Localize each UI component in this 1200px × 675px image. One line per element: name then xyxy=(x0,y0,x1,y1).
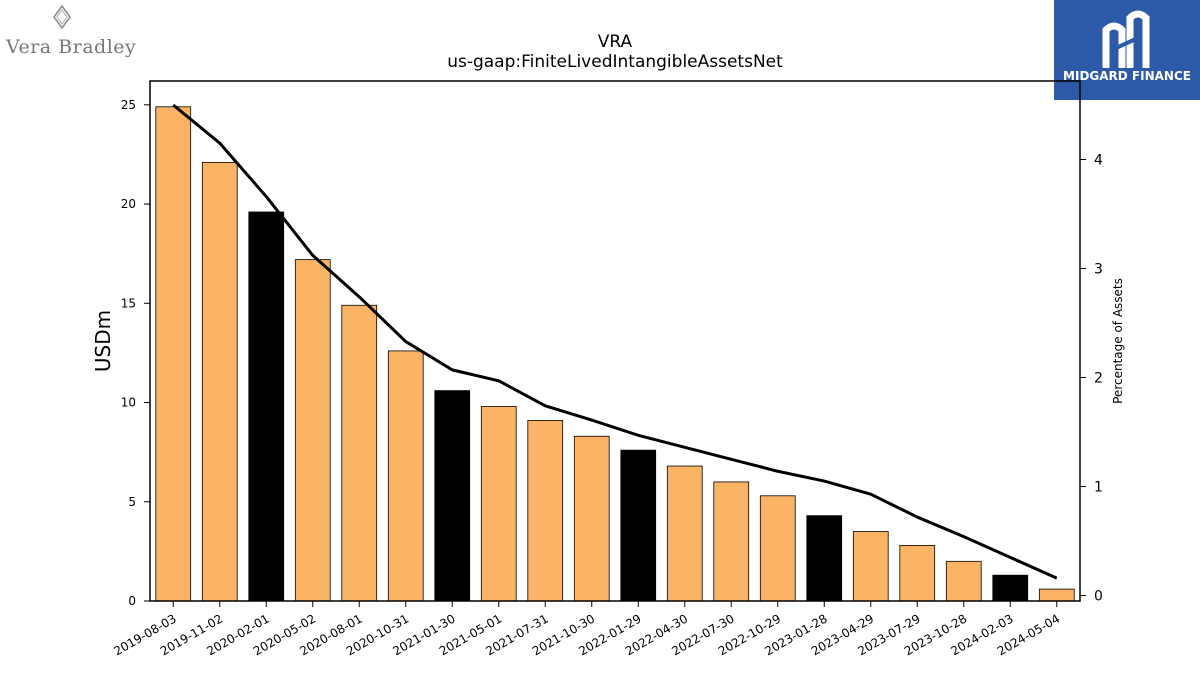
bar xyxy=(434,390,471,602)
midgard-finance-logo: MIDGARD FINANCE xyxy=(1054,0,1200,100)
bar xyxy=(620,449,657,602)
midgard-finance-emblem-icon xyxy=(1102,10,1150,68)
bar xyxy=(759,495,796,602)
y-tick-label: 0 xyxy=(128,594,136,608)
bar xyxy=(1038,588,1075,602)
y-axis-label: USDm xyxy=(91,310,115,372)
y-axis-ticks: 0 5 10 15 20 25 xyxy=(121,98,150,608)
y-tick-label: 10 xyxy=(121,396,136,410)
y-tick-label: 20 xyxy=(121,197,136,211)
bar xyxy=(294,259,331,602)
y2-axis-label: Percentage of Assets xyxy=(1111,278,1125,404)
chart-subtitle: us-gaap:FiniteLivedIntangibleAssetsNet xyxy=(447,52,783,72)
bar xyxy=(945,560,982,602)
bar xyxy=(341,304,378,602)
y-tick-label: 15 xyxy=(121,296,136,310)
y2-tick-label: 0 xyxy=(1094,589,1103,605)
bar xyxy=(201,161,238,602)
chart-title: VRA xyxy=(597,32,633,52)
bars-layer xyxy=(155,106,1075,602)
chart-title-block: VRA us-gaap:FiniteLivedIntangibleAssetsN… xyxy=(300,32,930,72)
y2-axis-ticks: 0 1 2 3 4 xyxy=(1080,152,1103,605)
plot-frame xyxy=(149,80,1081,602)
y2-tick-label: 4 xyxy=(1094,152,1103,168)
bar xyxy=(713,481,750,602)
line-layer xyxy=(172,103,1058,580)
midgard-finance-wordmark: MIDGARD FINANCE xyxy=(1063,69,1191,83)
bar xyxy=(806,515,843,602)
y-tick-label: 25 xyxy=(121,98,136,112)
bar xyxy=(666,465,703,602)
y-tick-label: 5 xyxy=(128,495,136,509)
y2-tick-label: 1 xyxy=(1094,480,1103,496)
bar xyxy=(527,419,564,602)
x-axis-ticks: 2019-08-032019-11-022020-02-012020-05-02… xyxy=(111,601,1062,658)
bar xyxy=(387,350,424,602)
vera-bradley-logo: Vera Bradley xyxy=(0,0,136,70)
bar xyxy=(992,574,1029,602)
vera-bradley-wordmark: Vera Bradley xyxy=(6,36,137,58)
vera-bradley-diamond-icon xyxy=(53,4,71,30)
y2-tick-label: 2 xyxy=(1094,371,1103,387)
bar xyxy=(852,531,889,602)
bar xyxy=(899,545,936,602)
y2-tick-label: 3 xyxy=(1094,262,1103,278)
bar xyxy=(248,211,285,602)
bar xyxy=(155,106,192,602)
percentage-line xyxy=(172,103,1058,580)
bar xyxy=(480,406,517,602)
bar xyxy=(573,435,610,602)
